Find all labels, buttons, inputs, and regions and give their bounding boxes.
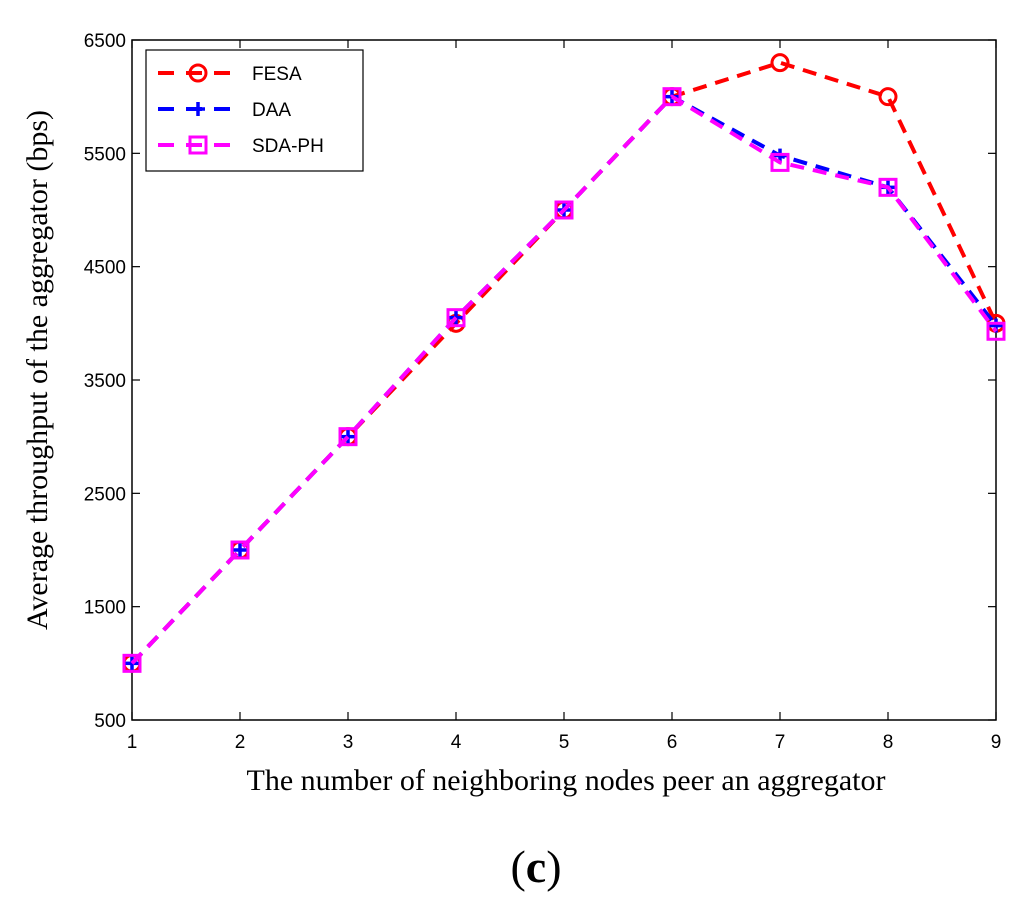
x-tick-label: 9 [991,732,1002,753]
panel-label: (c) [510,841,561,892]
legend-box [145,49,364,172]
legend-label-fesa: FESA [252,64,302,85]
x-tick-label: 5 [559,732,570,753]
y-tick-label: 5500 [84,144,126,165]
data-point-sda-ph [878,177,898,197]
y-axis-ticks: 500 1500 2500 3500 4500 5500 6500 [84,31,996,732]
data-point-fesa [770,53,790,73]
series-line-sda-ph [130,94,998,665]
data-point-sda-ph [986,321,1006,341]
legend-label-daa: DAA [252,100,291,121]
y-axis-title: Average throughput of the aggregator (bp… [21,110,54,630]
x-tick-label: 8 [883,732,894,753]
panel-label-open: ( [510,841,525,892]
x-axis-title: The number of neighboring nodes peer an … [247,764,886,797]
data-point-sda-ph [554,200,574,220]
data-point-sda-ph [122,653,142,673]
data-point-sda-ph [338,427,358,447]
data-point-daa [233,543,247,557]
legend-label-sda-ph: SDA-PH [252,136,324,157]
data-point-daa [341,429,355,444]
data-point-sda-ph [230,540,250,560]
data-point-sda-ph [662,87,682,107]
y-tick-label: 500 [94,711,126,732]
x-tick-label: 1 [127,732,138,753]
legend-marker-sda-ph [188,135,208,155]
legend-marker-daa [191,102,205,116]
x-tick-label: 6 [667,732,678,753]
series-layer [122,53,1006,673]
x-tick-label: 4 [451,732,462,753]
data-point-sda-ph [446,308,466,328]
x-axis-ticks: 1 2 3 4 5 6 7 8 9 [127,40,1002,753]
data-point-fesa [878,87,898,107]
y-tick-label: 1500 [84,598,126,619]
y-tick-label: 6500 [84,31,126,52]
legend-items: FESA DAA SDA-PH [158,63,324,157]
y-tick-label: 4500 [84,258,126,279]
panel-label-letter: c [526,841,546,892]
legend-item-sda-ph: SDA-PH [158,135,324,157]
panel-label-close: ) [546,841,561,892]
series-sda-ph [122,87,1006,673]
legend: FESA DAA SDA-PH [145,49,364,172]
x-tick-label: 2 [235,732,246,753]
data-point-sda-ph [770,152,790,172]
x-tick-label: 3 [343,732,354,753]
x-tick-label: 7 [775,732,786,753]
legend-marker-fesa [188,63,208,83]
legend-item-fesa: FESA [158,63,302,85]
y-tick-label: 3500 [84,371,126,392]
legend-item-daa: DAA [158,100,291,121]
y-tick-label: 2500 [84,484,126,505]
